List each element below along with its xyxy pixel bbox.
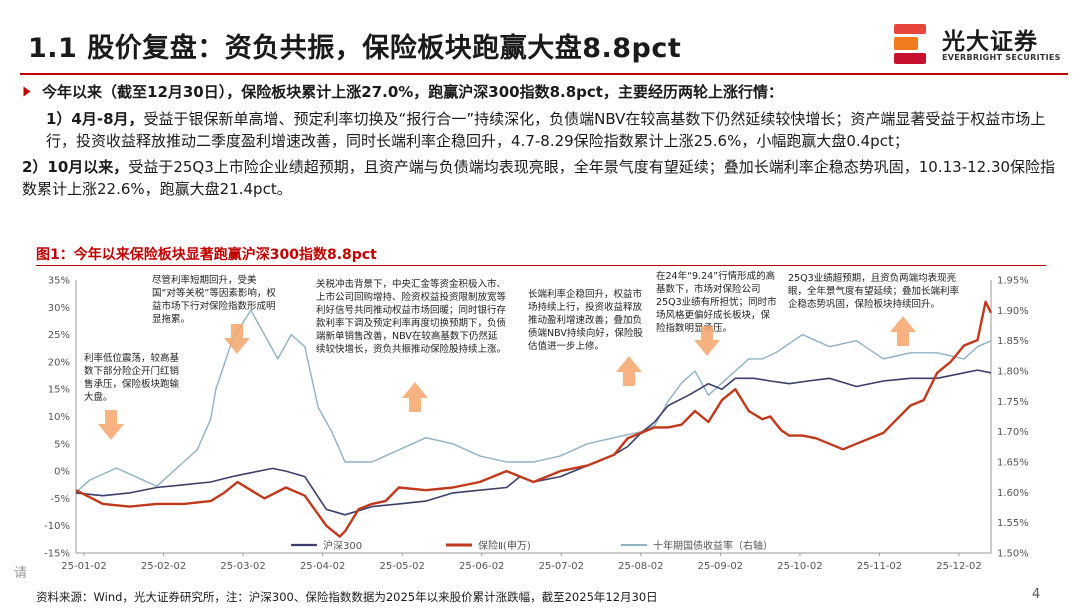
callout-6: 25Q3业绩超预期，且资负两端均表现亮眼，全年景气度有望延续；叠加长端利率企稳态… bbox=[788, 273, 960, 310]
y-right-tick-label: 1.90% bbox=[997, 306, 1029, 317]
x-tick-label: 25-07-02 bbox=[539, 561, 584, 572]
y-right-tick-label: 1.50% bbox=[997, 549, 1029, 560]
y-left-tick-label: -5% bbox=[51, 494, 70, 505]
chart: 35% 30% 25% 20% 15% 10% 5% 0% -5% -10% -15% 1.95% 1.… bbox=[36, 268, 1046, 578]
paragraph-1: 1）4月-8月，受益于银保新单高增、预定利率切换及“报行合一”持续深化，负债端N… bbox=[22, 108, 1062, 152]
down-arrow-icon-1 bbox=[98, 410, 124, 440]
y-left-tick-label: 20% bbox=[48, 357, 70, 368]
title-rule bbox=[20, 73, 1068, 75]
paragraph-1-lead: 1）4月-8月， bbox=[46, 110, 144, 128]
y-left-tick-label: -10% bbox=[44, 521, 70, 532]
x-tick-label: 25-03-02 bbox=[220, 561, 265, 572]
paragraph-2-lead: 2）10月以来， bbox=[22, 158, 129, 176]
summary-line: 今年以来（截至12月30日），保险板块累计上涨27.0%，跑赢沪深300指数8.… bbox=[22, 81, 1062, 103]
x-tick-label: 25-11-02 bbox=[857, 561, 902, 572]
up-arrow-icon-3 bbox=[402, 382, 428, 412]
series-line-csi300 bbox=[75, 369, 992, 516]
x-tick-label: 25-05-02 bbox=[379, 561, 424, 572]
y-right-tick-label: 1.75% bbox=[997, 397, 1029, 408]
down-arrow-icon-2 bbox=[224, 324, 250, 354]
callout-4: 长端利率企稳回升，权益市场持续上行，投资收益释放推动盈利增速改善；叠加负债端NB… bbox=[528, 289, 643, 352]
callout-3: 关税冲击背景下，中央汇金等资金积极入市、上市公司回购增持、险资权益投资限制放宽等… bbox=[316, 279, 507, 355]
y-right-tick-label: 1.95% bbox=[997, 276, 1029, 287]
legend-csi300-label: 沪深300 bbox=[323, 539, 362, 552]
summary-text: 今年以来（截至12月30日），保险板块累计上涨27.0%，跑赢沪深300指数8.… bbox=[42, 83, 783, 101]
down-arrow-icon-5 bbox=[694, 326, 720, 356]
triangle-bullet-icon bbox=[23, 86, 31, 97]
x-tick-label: 25-02-02 bbox=[141, 561, 186, 572]
y-left-tick-label: -15% bbox=[44, 549, 70, 560]
slide-title: 1.1 股价复盘：资负共振，保险板块跑赢大盘8.8pct bbox=[28, 33, 682, 64]
x-tick-label: 25-10-02 bbox=[777, 561, 822, 572]
x-tick-label: 25-08-02 bbox=[618, 561, 663, 572]
logo-name-cn: 光大证券 bbox=[942, 29, 1038, 55]
callout-2: 尽管利率短期回升，受美国“对等关税”等因素影响，权益市场下行对保险指数形成明显拖… bbox=[152, 275, 276, 325]
y-right-tick-label: 1.85% bbox=[997, 336, 1029, 347]
source-note: 资料来源：Wind，光大证券研究所，注：沪深300、保险指数数据为2025年以来… bbox=[36, 590, 658, 604]
paragraph-1-body: 受益于银保新单高增、预定利率切换及“报行合一”持续深化，负债端NBV在较高基数下… bbox=[46, 110, 1046, 150]
figure-title: 图1：今年以来保险板块显著跑赢沪深300指数8.8pct bbox=[36, 247, 377, 263]
page-number: 4 bbox=[1032, 587, 1041, 602]
paragraph-2: 2）10月以来，受益于25Q3上市险企业绩超预期，且资产端与负债端均表现亮眼，全… bbox=[22, 156, 1062, 200]
x-tick-label: 25-06-02 bbox=[459, 561, 504, 572]
everbright-logo: 光大证券 EVERBRIGHT SECURITIES bbox=[892, 22, 1062, 68]
up-arrow-icon-4 bbox=[616, 356, 642, 386]
y-left-tick-label: 15% bbox=[48, 385, 70, 396]
callout-1: 利率低位震荡，较高基数下部分险企开门红销售承压，保险板块跑输大盘。 bbox=[84, 353, 180, 403]
callout-5: 在24年“9.24”行情形成的高基数下，市场对保险公司25Q3业绩有所担忧；同时… bbox=[656, 271, 777, 334]
y-left-tick-label: 25% bbox=[48, 330, 70, 341]
up-arrow-icon-6 bbox=[890, 316, 916, 346]
x-tick-label: 25-04-02 bbox=[300, 561, 345, 572]
y-right-tick-label: 1.65% bbox=[997, 458, 1029, 469]
paragraph-2-body: 受益于25Q3上市险企业绩超预期，且资产端与负债端均表现亮眼，全年景气度有望延续… bbox=[22, 158, 1056, 198]
stray-text: 请 bbox=[14, 566, 28, 581]
y-right-tick-label: 1.70% bbox=[997, 427, 1029, 438]
text-block: 今年以来（截至12月30日），保险板块累计上涨27.0%，跑赢沪深300指数8.… bbox=[22, 81, 1062, 200]
series-line-insurance bbox=[75, 300, 993, 538]
everbright-logo-mark-icon bbox=[894, 24, 926, 64]
chart-svg: 35% 30% 25% 20% 15% 10% 5% 0% -5% -10% -15% 1.95% 1.… bbox=[44, 276, 1029, 573]
y-right-tick-label: 1.80% bbox=[997, 367, 1029, 378]
y-left-tick-label: 0% bbox=[54, 467, 70, 478]
logo-name-en: EVERBRIGHT SECURITIES bbox=[942, 53, 1061, 62]
y-left-tick-label: 30% bbox=[48, 303, 70, 314]
y-left-tick-label: 10% bbox=[48, 412, 70, 423]
legend-insurance-label: 保险Ⅱ(申万) bbox=[478, 539, 531, 552]
figure-rule bbox=[36, 265, 1046, 266]
y-right-tick-label: 1.60% bbox=[997, 488, 1029, 499]
legend-bond-yield-label: 十年期国债收益率（右轴） bbox=[653, 539, 773, 552]
x-tick-label: 25-12-02 bbox=[936, 561, 981, 572]
x-tick-label: 25-09-02 bbox=[698, 561, 743, 572]
x-tick-label: 25-01-02 bbox=[61, 561, 106, 572]
y-left-tick-label: 35% bbox=[48, 276, 70, 287]
series-line-bond-yield bbox=[75, 309, 992, 493]
y-right-tick-label: 1.55% bbox=[997, 518, 1029, 529]
y-left-tick-label: 5% bbox=[54, 439, 70, 450]
